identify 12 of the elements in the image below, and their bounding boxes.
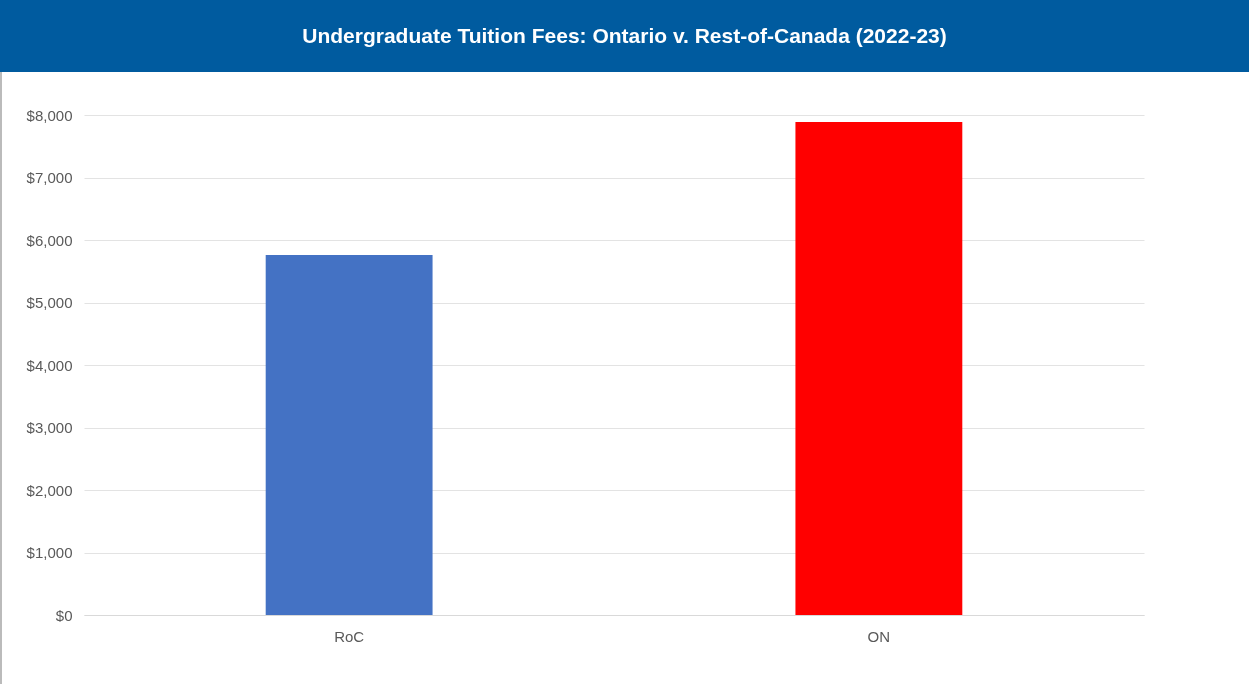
x-tick-label: RoC — [334, 627, 365, 645]
y-tick-label: $7,000 — [26, 169, 73, 186]
y-tick-label: $0 — [55, 606, 73, 624]
y-tick-label: $2,000 — [26, 481, 73, 499]
y-tick-label: $3,000 — [26, 419, 73, 436]
y-tick-label: $4,000 — [26, 356, 73, 374]
y-tick-label: $8,000 — [26, 106, 73, 124]
y-tick-label: $6,000 — [26, 231, 73, 249]
chart-title: Undergraduate Tuition Fees: Ontario v. Rest-of-Canada (2022-23) — [0, 0, 1249, 72]
y-tick-label: $5,000 — [26, 294, 73, 311]
x-tick-label: ON — [867, 627, 891, 645]
y-tick-label: $1,000 — [26, 544, 73, 561]
